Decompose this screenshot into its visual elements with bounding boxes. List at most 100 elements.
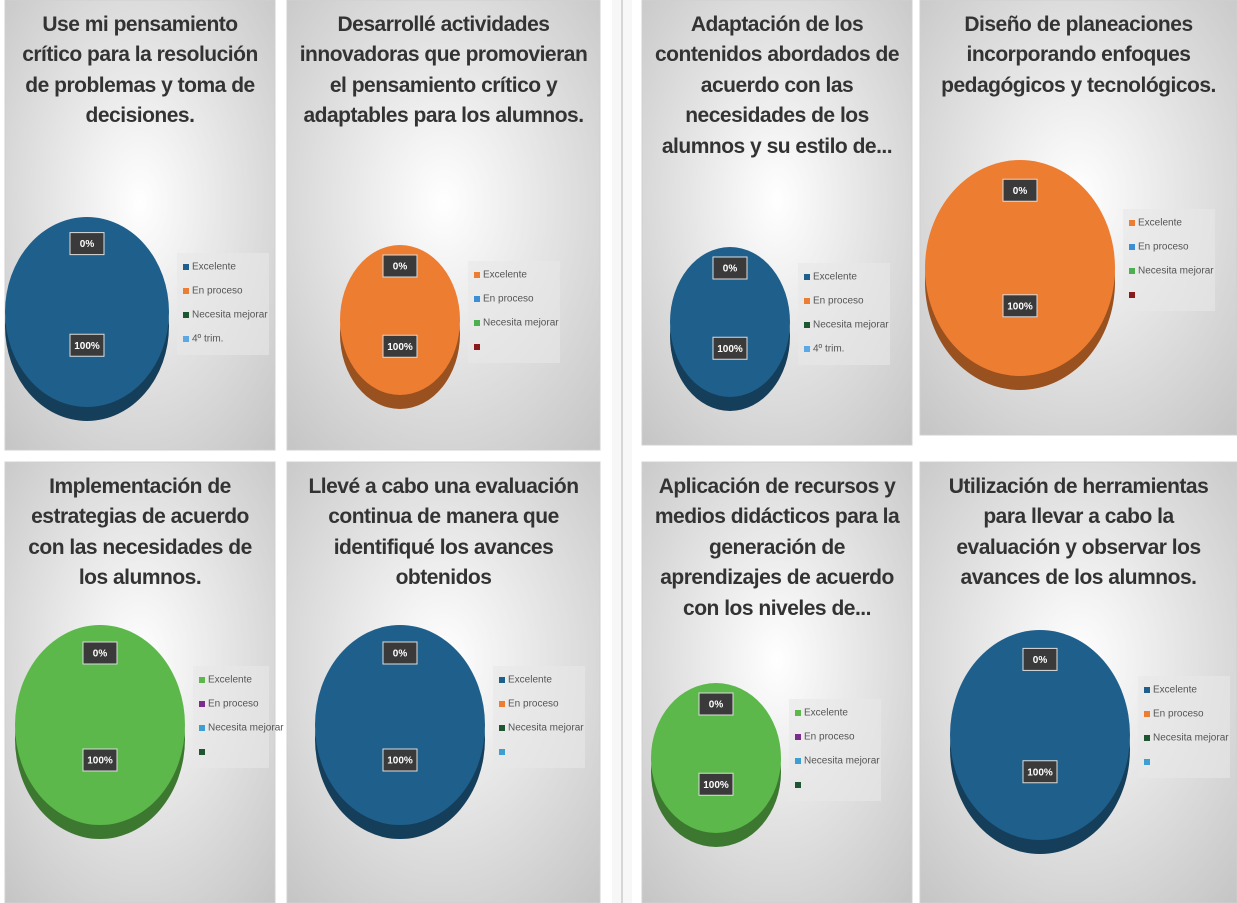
title-box: Implementación de estrategias de acuerdo… [28,475,252,590]
data-label: 0% [1033,655,1048,666]
data-label-box [1002,294,1038,318]
data-label-box [382,334,418,358]
chart-title: Llevé a cabo una evaluación continua de … [308,475,579,590]
data-label: 0% [393,649,408,660]
legend-label: Necesita mejorar [208,723,284,734]
pie-slice [950,630,1130,840]
chart-panel: Llevé a cabo una evaluación continua de … [286,461,601,903]
chart-panel: Use mi pensamiento crítico para la resol… [4,0,276,451]
chart-panel: Implementación de estrategias de acuerdo… [4,461,284,903]
legend-swatch [1144,759,1150,765]
data-label: 100% [1007,301,1033,312]
pie-slice [315,625,485,825]
chart-title: Adaptación de los contenidos abordados d… [654,13,900,158]
legend-swatch [1144,735,1150,741]
data-label-box [1002,178,1038,202]
pie-slice [340,245,460,395]
legend-label: Necesita mejorar [813,320,889,331]
data-label-box [698,772,734,796]
data-label-box [382,254,418,278]
legend-swatch [199,677,205,683]
legend-swatch [804,346,810,352]
legend-label: En proceso [1138,242,1189,253]
chart-panel: Aplicación de recursos y medios didáctic… [641,461,913,903]
legend-box [798,263,890,365]
title-box: Diseño de planeaciones incorporando enfo… [941,13,1216,97]
legend-swatch [499,677,505,683]
legend-swatch [804,274,810,280]
legend-label: Necesita mejorar [804,756,880,767]
legend-swatch [474,296,480,302]
data-label-box [382,641,418,665]
legend-swatch [795,758,801,764]
title-box: Utilización de herramientas para llevar … [948,475,1209,590]
legend-swatch [474,272,480,278]
legend-label: Excelente [208,675,252,686]
chart-title: Desarrollé actividades innovadoras que p… [299,13,588,128]
legend-label: Excelente [483,270,527,281]
data-label: 0% [393,262,408,273]
title-box: Aplicación de recursos y medios didáctic… [654,475,900,620]
data-label: 0% [1013,186,1028,197]
legend-label: Necesita mejorar [483,318,559,329]
title-box: Desarrollé actividades innovadoras que p… [299,13,588,128]
legend-swatch [1129,268,1135,274]
legend-box [1138,676,1230,778]
legend-label: Necesita mejorar [508,723,584,734]
data-label-box [1022,760,1058,784]
legend-swatch [804,322,810,328]
legend-swatch [1129,244,1135,250]
pie-slice [5,217,169,407]
chart-panel: Utilización de herramientas para llevar … [919,461,1237,903]
legend-swatch [795,782,801,788]
data-label: 100% [703,780,729,791]
legend-swatch [795,710,801,716]
legend-label: 4º trim. [813,344,844,355]
legend-swatch [804,298,810,304]
data-label: 100% [717,344,743,355]
pie-slice [15,625,185,825]
chart-title: Utilización de herramientas para llevar … [948,475,1209,590]
legend-label: Necesita mejorar [1153,733,1229,744]
data-label-box [712,336,748,360]
data-label-box [82,641,118,665]
data-label: 100% [87,756,113,767]
legend-swatch [199,701,205,707]
legend-swatch [199,725,205,731]
pie-slice [925,160,1115,376]
legend-label: Necesita mejorar [192,310,268,321]
legend-swatch [499,725,505,731]
legend-label: Excelente [813,272,857,283]
legend-swatch [1144,687,1150,693]
data-label: 0% [723,264,738,275]
chart-title: Use mi pensamiento crítico para la resol… [22,13,258,128]
pie-slice [651,683,781,833]
chart-title: Diseño de planeaciones incorporando enfo… [941,13,1216,97]
legend-swatch [474,320,480,326]
data-label-box [82,748,118,772]
chart-panel: Diseño de planeaciones incorporando enfo… [919,0,1237,436]
legend-swatch [1129,292,1135,298]
legend-label: En proceso [483,294,534,305]
legend-swatch [183,264,189,270]
data-label: 100% [387,756,413,767]
legend-swatch [499,749,505,755]
data-label: 100% [74,341,100,352]
legend-box [1123,209,1215,311]
chart-panel: Desarrollé actividades innovadoras que p… [286,0,601,451]
legend-swatch [183,288,189,294]
legend-swatch [199,749,205,755]
chart-title: Aplicación de recursos y medios didáctic… [654,475,900,620]
legend-label: Excelente [508,675,552,686]
legend-swatch [499,701,505,707]
data-label-box [69,232,105,256]
legend-label: En proceso [1153,709,1204,720]
data-label: 100% [1027,767,1053,778]
legend-box [193,666,269,768]
legend-label: En proceso [208,699,259,710]
legend-swatch [183,312,189,318]
pie-slice [670,247,790,397]
chart-title: Implementación de estrategias de acuerdo… [28,475,252,590]
legend-box [789,699,881,801]
